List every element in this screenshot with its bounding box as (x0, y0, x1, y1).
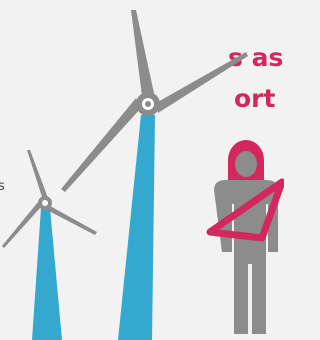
hub-center (42, 200, 48, 206)
headline-line: ort (234, 84, 276, 113)
illustration: s as ort s (0, 0, 284, 340)
page: {"headline": {"line1": "s as", "line2": … (0, 0, 284, 340)
side-text: s (0, 179, 5, 194)
face (235, 151, 257, 177)
hub-dot (145, 101, 151, 107)
